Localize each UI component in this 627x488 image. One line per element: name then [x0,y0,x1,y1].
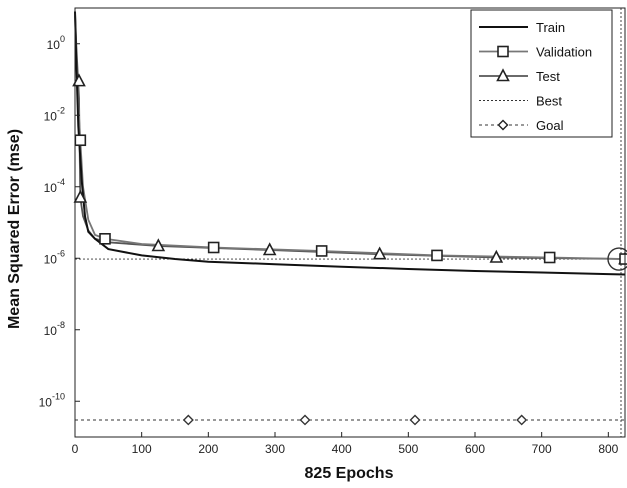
series-test-marker [262,242,277,256]
x-tick-label: 500 [398,442,418,456]
x-tick-label: 700 [532,442,552,456]
legend-marker-test [496,68,510,82]
y-tick-label: 10-2 [44,105,65,123]
goal-marker [409,414,421,426]
x-tick-label: 200 [198,442,218,456]
x-tick-label: 0 [72,442,79,456]
y-tick-label: 10-4 [44,177,65,195]
x-tick-label: 300 [265,442,285,456]
x-tick-label: 400 [332,442,352,456]
series-test-marker [372,246,387,260]
legend-label-validation: Validation [536,45,592,60]
legend-label-goal: Goal [536,118,564,133]
series-validation-marker [619,253,627,265]
y-tick-label: 10-8 [44,320,65,338]
legend-label-best: Best [536,94,562,109]
legend-label-test: Test [536,69,560,84]
x-tick-label: 800 [598,442,618,456]
legend-marker-goal [497,119,509,131]
series-test-marker [73,189,88,203]
series-validation-marker [99,232,111,245]
y-tick-label: 10-10 [39,391,65,409]
series-validation-marker [315,245,328,257]
goal-marker [516,414,528,426]
series-validation-marker [543,251,556,264]
legend-label-train: Train [536,20,565,35]
best-point-circle [607,247,627,271]
series-test-marker [151,238,166,252]
series-test-marker [72,73,86,87]
plot-frame [74,7,626,438]
goal-marker [299,414,311,426]
plot-area [72,8,627,437]
series-validation-marker [74,134,87,147]
x-tick-label: 600 [465,442,485,456]
legend: Train Validation Test Best Goal [470,9,613,138]
series-validation-marker [431,249,443,262]
y-tick-label: 10-6 [44,248,65,266]
x-axis-title: 825 Epochs [305,465,394,482]
x-tick-label: 100 [132,442,152,456]
legend-box [470,9,613,138]
y-axis-title: Mean Squared Error (mse) [6,129,23,329]
goal-marker [182,414,194,426]
y-tick-label: 100 [47,34,65,52]
series-validation-marker [207,241,220,254]
axes: 0 100 200 300 400 500 600 700 800 100 10-2 10-4 10-6… [39,7,626,456]
series-train-line [74,11,626,276]
legend-marker-validation [497,45,509,58]
series-test-marker [489,249,504,263]
